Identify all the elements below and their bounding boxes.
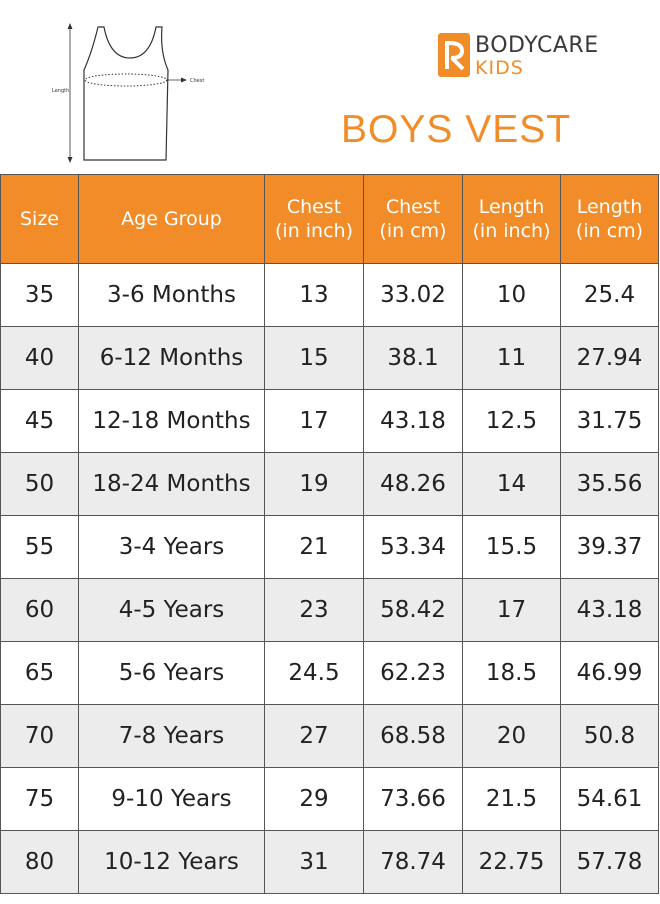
header-size: Size bbox=[0, 174, 79, 264]
length-inch-cell: 15.5 bbox=[462, 515, 561, 579]
table-row: 45 12-18 Months 17 43.18 12.5 31.75 bbox=[0, 389, 659, 453]
length-label: Length bbox=[52, 88, 70, 94]
chest-cm-cell: 78.74 bbox=[363, 830, 463, 894]
chest-inch-cell: 13 bbox=[264, 263, 364, 327]
chest-inch-cell: 29 bbox=[264, 767, 364, 831]
age-group-cell: 6-12 Months bbox=[78, 326, 265, 390]
length-cm-cell: 27.94 bbox=[560, 326, 659, 390]
length-inch-cell: 21.5 bbox=[462, 767, 561, 831]
chest-inch-cell: 19 bbox=[264, 452, 364, 516]
size-cell: 70 bbox=[0, 704, 79, 768]
length-cm-cell: 39.37 bbox=[560, 515, 659, 579]
length-inch-cell: 22.75 bbox=[462, 830, 561, 894]
chest-inch-cell: 23 bbox=[264, 578, 364, 642]
age-group-cell: 12-18 Months bbox=[78, 389, 265, 453]
header-chest-cm: Chest (in cm) bbox=[363, 174, 463, 264]
length-inch-cell: 11 bbox=[462, 326, 561, 390]
table-row: 70 7-8 Years 27 68.58 20 50.8 bbox=[0, 704, 659, 768]
header-area: Length Chest BODYCARE KIDS BOYS VEST bbox=[0, 0, 660, 175]
chest-cm-cell: 43.18 bbox=[363, 389, 463, 453]
age-group-cell: 3-4 Years bbox=[78, 515, 265, 579]
table-row: 55 3-4 Years 21 53.34 15.5 39.37 bbox=[0, 515, 659, 579]
table-row: 50 18-24 Months 19 48.26 14 35.56 bbox=[0, 452, 659, 516]
brand-name: BODYCARE bbox=[475, 33, 599, 58]
chest-cm-cell: 68.58 bbox=[363, 704, 463, 768]
size-cell: 80 bbox=[0, 830, 79, 894]
length-cm-cell: 35.56 bbox=[560, 452, 659, 516]
age-group-cell: 7-8 Years bbox=[78, 704, 265, 768]
vest-outline-icon bbox=[67, 23, 187, 163]
chest-cm-cell: 38.1 bbox=[363, 326, 463, 390]
length-cm-cell: 25.4 bbox=[560, 263, 659, 327]
chest-cm-cell: 62.23 bbox=[363, 641, 463, 705]
length-cm-cell: 57.78 bbox=[560, 830, 659, 894]
size-cell: 65 bbox=[0, 641, 79, 705]
chest-cm-cell: 58.42 bbox=[363, 578, 463, 642]
size-cell: 45 bbox=[0, 389, 79, 453]
size-cell: 40 bbox=[0, 326, 79, 390]
header-length-inch: Length (in inch) bbox=[462, 174, 561, 264]
size-table: Size Age Group Chest (in inch) Chest (in c… bbox=[0, 174, 659, 894]
age-group-cell: 4-5 Years bbox=[78, 578, 265, 642]
chest-cm-cell: 48.26 bbox=[363, 452, 463, 516]
size-cell: 60 bbox=[0, 578, 79, 642]
table-row: 65 5-6 Years 24.5 62.23 18.5 46.99 bbox=[0, 641, 659, 705]
length-inch-cell: 18.5 bbox=[462, 641, 561, 705]
header-age-group: Age Group bbox=[78, 174, 265, 264]
vest-measurement-diagram: Length Chest bbox=[50, 22, 210, 167]
size-cell: 35 bbox=[0, 263, 79, 327]
brand-logo: BODYCARE KIDS bbox=[438, 33, 648, 79]
size-cell: 50 bbox=[0, 452, 79, 516]
size-cell: 55 bbox=[0, 515, 79, 579]
age-group-cell: 10-12 Years bbox=[78, 830, 265, 894]
chest-cm-cell: 33.02 bbox=[363, 263, 463, 327]
length-cm-cell: 31.75 bbox=[560, 389, 659, 453]
table-header-row: Size Age Group Chest (in inch) Chest (in c… bbox=[0, 174, 659, 264]
length-inch-cell: 17 bbox=[462, 578, 561, 642]
length-inch-cell: 12.5 bbox=[462, 389, 561, 453]
length-inch-cell: 10 bbox=[462, 263, 561, 327]
chest-inch-cell: 21 bbox=[264, 515, 364, 579]
age-group-cell: 18-24 Months bbox=[78, 452, 265, 516]
chest-inch-cell: 24.5 bbox=[264, 641, 364, 705]
bodycare-logo-icon bbox=[438, 33, 470, 77]
chest-cm-cell: 73.66 bbox=[363, 767, 463, 831]
table-row: 35 3-6 Months 13 33.02 10 25.4 bbox=[0, 263, 659, 327]
age-group-cell: 3-6 Months bbox=[78, 263, 265, 327]
header-chest-inch: Chest (in inch) bbox=[264, 174, 364, 264]
chest-inch-cell: 17 bbox=[264, 389, 364, 453]
length-cm-cell: 54.61 bbox=[560, 767, 659, 831]
chest-inch-cell: 15 bbox=[264, 326, 364, 390]
brand-subname: KIDS bbox=[475, 57, 524, 79]
header-length-cm: Length (in cm) bbox=[560, 174, 659, 264]
chest-cm-cell: 53.34 bbox=[363, 515, 463, 579]
table-row: 75 9-10 Years 29 73.66 21.5 54.61 bbox=[0, 767, 659, 831]
length-cm-cell: 43.18 bbox=[560, 578, 659, 642]
chest-label: Chest bbox=[190, 78, 205, 84]
length-cm-cell: 50.8 bbox=[560, 704, 659, 768]
size-cell: 75 bbox=[0, 767, 79, 831]
chest-inch-cell: 31 bbox=[264, 830, 364, 894]
table-row: 40 6-12 Months 15 38.1 11 27.94 bbox=[0, 326, 659, 390]
age-group-cell: 9-10 Years bbox=[78, 767, 265, 831]
table-row: 80 10-12 Years 31 78.74 22.75 57.78 bbox=[0, 830, 659, 894]
length-inch-cell: 20 bbox=[462, 704, 561, 768]
page-title: BOYS VEST bbox=[341, 108, 572, 151]
length-cm-cell: 46.99 bbox=[560, 641, 659, 705]
age-group-cell: 5-6 Years bbox=[78, 641, 265, 705]
length-inch-cell: 14 bbox=[462, 452, 561, 516]
chest-inch-cell: 27 bbox=[264, 704, 364, 768]
table-row: 60 4-5 Years 23 58.42 17 43.18 bbox=[0, 578, 659, 642]
